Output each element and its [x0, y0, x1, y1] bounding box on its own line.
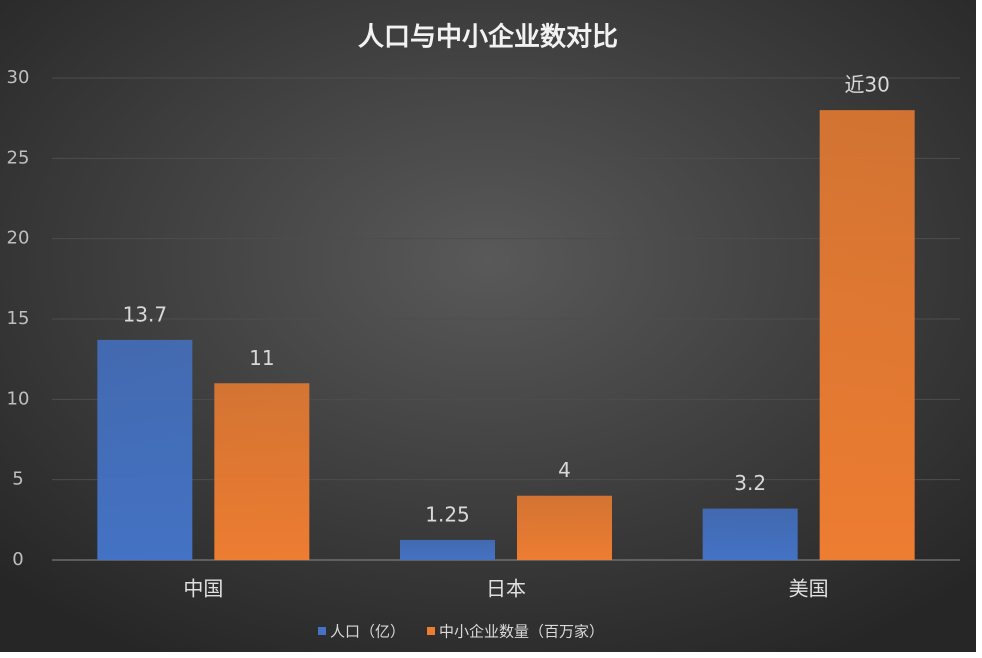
legend-label: 人口（亿）	[330, 623, 405, 641]
y-tick-label: 5	[12, 469, 23, 490]
y-tick-label: 20	[7, 228, 30, 249]
x-tick-label: 日本	[486, 577, 526, 601]
data-label: 1.25	[425, 502, 470, 526]
bar	[97, 339, 193, 560]
y-tick-label: 10	[7, 388, 30, 409]
x-tick-label: 中国	[183, 577, 223, 601]
data-label: 11	[249, 346, 274, 370]
data-label: 近30	[844, 73, 889, 97]
x-tick-label: 美国	[789, 577, 829, 601]
legend-swatch	[318, 627, 326, 635]
y-tick-label: 15	[7, 308, 30, 329]
bar	[517, 495, 612, 560]
bar	[400, 539, 495, 560]
data-label: 3.2	[734, 471, 766, 495]
bar	[702, 508, 798, 560]
y-tick-label: 0	[12, 549, 23, 570]
chart-title: 人口与中小企业数对比	[358, 22, 618, 53]
data-label: 4	[558, 458, 571, 482]
y-tick-label: 25	[7, 147, 30, 168]
y-tick-label: 30	[7, 67, 30, 88]
data-label: 13.7	[123, 302, 168, 326]
bar	[214, 383, 310, 560]
legend-swatch	[427, 627, 436, 635]
bar	[819, 110, 915, 560]
legend-label: 中小企业数量（百万家）	[439, 623, 604, 641]
